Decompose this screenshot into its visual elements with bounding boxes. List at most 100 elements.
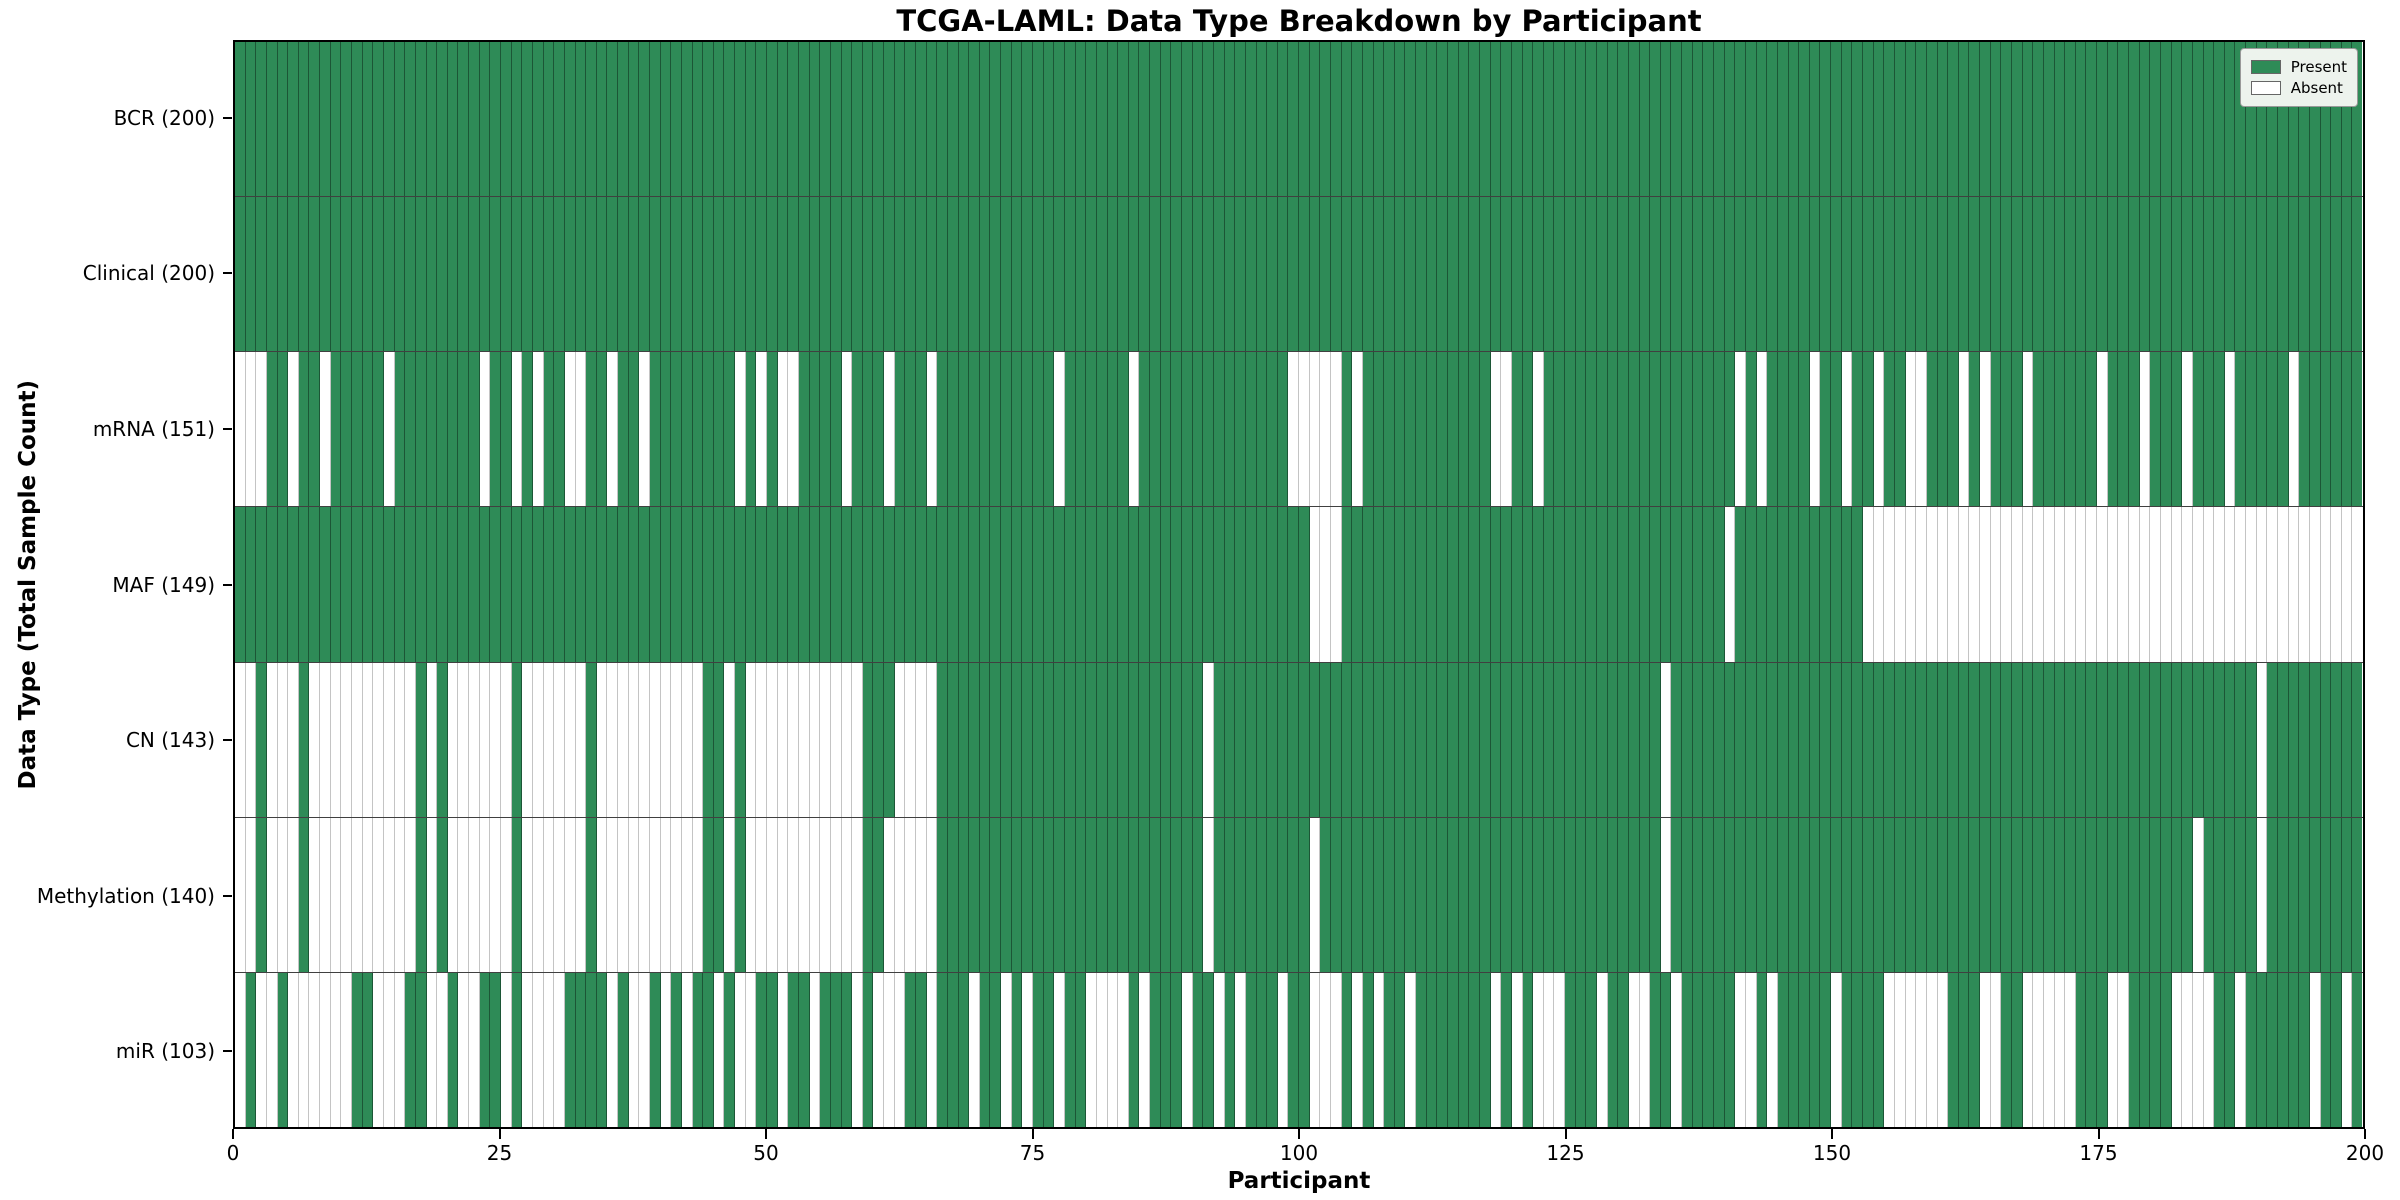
heatmap-cell [341,972,353,1127]
heatmap-cell [266,197,278,352]
heatmap-cell [841,662,853,817]
heatmap-cell [1724,352,1736,507]
heatmap-cell [490,507,502,662]
heatmap-cell [1820,972,1832,1127]
heatmap-cell [437,352,448,507]
heatmap-cell [575,507,587,662]
heatmap-cell [820,352,831,507]
heatmap-cell [1501,507,1512,662]
x-tick-mark [498,1129,501,1139]
heatmap-cell [1256,352,1268,507]
heatmap-cell [1203,972,1214,1127]
heatmap-cell [1894,197,1906,352]
heatmap-cell [1458,507,1470,662]
heatmap-cell [2182,42,2193,197]
heatmap-cell [1777,507,1789,662]
heatmap-cell [373,197,384,352]
heatmap-cell [1543,352,1555,507]
heatmap-cell [628,42,640,197]
heatmap-cell [2352,352,2363,507]
heatmap-cell [1554,352,1566,507]
heatmap-cell [1128,42,1140,197]
heatmap-cell [607,507,619,662]
heatmap-cell [1767,662,1778,817]
heatmap-cell [809,972,821,1127]
heatmap-cell [1565,507,1576,662]
heatmap-cell [607,817,619,972]
heatmap-cell [1033,507,1044,662]
heatmap-cell [1033,352,1044,507]
heatmap-cell [2246,972,2257,1127]
heatmap-cell [894,197,906,352]
heatmap-cell [1597,662,1608,817]
heatmap-cell [660,507,672,662]
heatmap-cell [1597,352,1608,507]
heatmap-cell [362,662,374,817]
heatmap-cell [362,507,374,662]
heatmap-cell [926,352,938,507]
heatmap-cell [1735,507,1746,662]
heatmap-cell [852,507,863,662]
heatmap-cell [2139,972,2151,1127]
heatmap-cell [298,352,310,507]
heatmap-cell [2299,662,2310,817]
heatmap-cell [2139,197,2151,352]
heatmap-cell [1373,197,1385,352]
heatmap-cell [298,972,310,1127]
heatmap-cell [266,662,278,817]
heatmap-cell [330,972,342,1127]
heatmap-cell [1416,817,1427,972]
heatmap-cell [309,197,321,352]
heatmap-cell [1618,662,1629,817]
heatmap-cell [1192,662,1204,817]
heatmap-cell [681,197,693,352]
heatmap-cell [1767,507,1778,662]
heatmap-cell [735,197,746,352]
heatmap-cell [2331,662,2342,817]
heatmap-cell [1118,972,1129,1127]
heatmap-cell [660,42,672,197]
heatmap-cell [2224,42,2236,197]
heatmap-cell [2043,662,2055,817]
heatmap-cell [1128,817,1140,972]
heatmap-cell [671,817,682,972]
heatmap-cell [2246,197,2257,352]
heatmap-cell [1873,197,1885,352]
heatmap-cell [2033,662,2044,817]
heatmap-cell [1788,197,1800,352]
heatmap-cell [266,972,278,1127]
heatmap-cell [1586,507,1597,662]
heatmap-cell [1139,817,1151,972]
heatmap-cell [756,972,768,1127]
heatmap-cell [2033,507,2044,662]
heatmap-cell [703,817,714,972]
heatmap-cell [2150,817,2161,972]
heatmap-cell [447,817,459,972]
heatmap-cell [1341,352,1353,507]
heatmap-cell [490,197,502,352]
heatmap-cell [926,507,938,662]
heatmap-cell [1064,662,1076,817]
heatmap-cell [1394,197,1406,352]
heatmap-cell [1426,352,1438,507]
heatmap-cell [1277,662,1289,817]
heatmap-cell [277,507,289,662]
heatmap-cell [2097,507,2108,662]
heatmap-cell [2192,197,2204,352]
heatmap-cell [884,662,895,817]
heatmap-cell [1182,352,1193,507]
heatmap-cell [1916,197,1927,352]
heatmap-cell [1128,662,1140,817]
heatmap-cell [2150,197,2161,352]
heatmap-cell [2043,817,2055,972]
heatmap-cell [532,662,544,817]
heatmap-cell [1267,972,1278,1127]
heatmap-cell [1958,507,1970,662]
x-tick-label-200: 200 [2345,1141,2385,1165]
heatmap-cell [1671,352,1683,507]
heatmap-cell [1011,352,1023,507]
heatmap-cell [320,352,331,507]
heatmap-cell [522,197,533,352]
heatmap-cell [543,42,555,197]
heatmap-cell [2065,42,2076,197]
